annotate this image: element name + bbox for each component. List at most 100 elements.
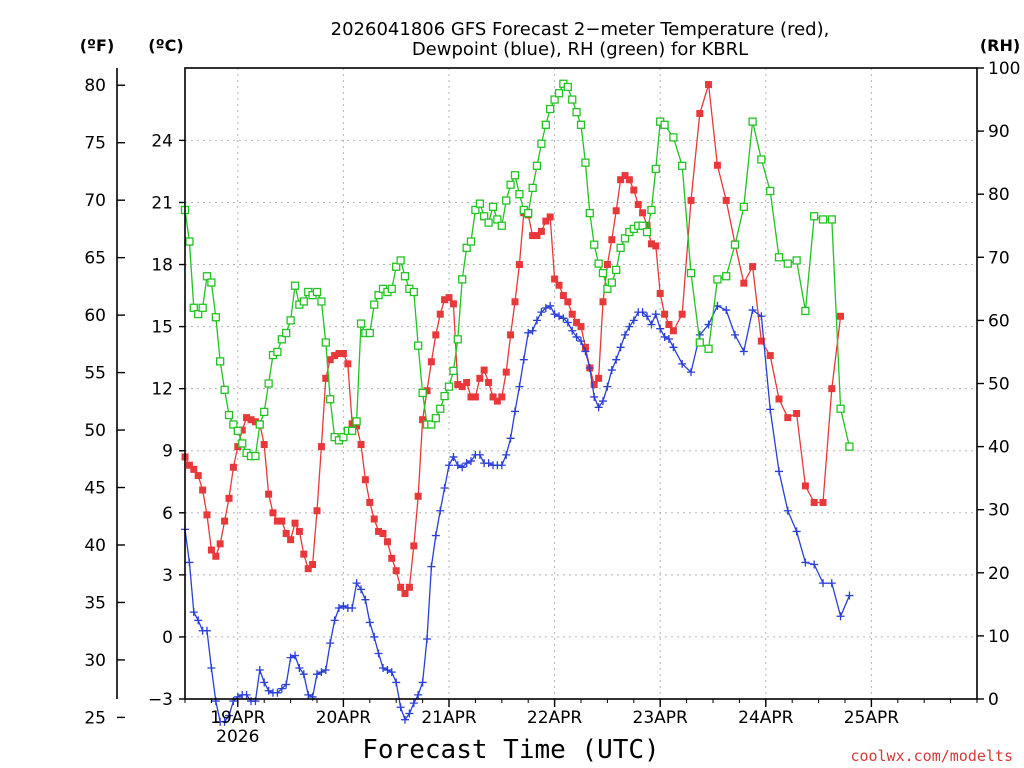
credit-link[interactable]: coolwx.com/modelts <box>850 747 1013 765</box>
x-axis-title: Forecast Time (UTC) <box>362 735 659 765</box>
dewpoint-point <box>532 316 541 325</box>
dewpoint-point <box>194 616 203 625</box>
rh-point <box>444 382 454 391</box>
fahrenheit-tick-label: 65 <box>84 249 106 269</box>
rh-tick-label: 30 <box>988 501 1010 521</box>
dewpoint-point <box>612 355 621 364</box>
temperature-point <box>665 321 673 329</box>
temperature-point <box>243 414 251 422</box>
rh-point <box>537 139 546 148</box>
celsius-tick-label: 12 <box>151 380 173 400</box>
rh-point <box>290 281 300 290</box>
rh-point <box>264 379 273 388</box>
temperature-point <box>273 517 281 525</box>
rh-point <box>255 420 264 429</box>
temperature-point <box>810 498 818 506</box>
temperature-point <box>291 519 299 527</box>
rh-point <box>541 120 550 129</box>
rh-point <box>678 161 687 170</box>
rh-point <box>818 215 828 224</box>
dewpoint-point <box>766 405 775 414</box>
rh-point <box>312 287 322 297</box>
rh-point <box>216 357 225 366</box>
temperature-point <box>784 414 792 422</box>
dewpoint-point <box>568 326 577 335</box>
temperature-point <box>322 374 330 382</box>
dewpoint-point <box>225 711 234 720</box>
celsius-tick-label: 9 <box>162 442 173 462</box>
temperature-point <box>775 395 783 403</box>
dewpoint-point <box>326 639 335 648</box>
temperature-point <box>722 196 730 204</box>
rh-point <box>506 180 515 189</box>
rh-point <box>449 366 458 376</box>
celsius-tick-label: 0 <box>162 628 173 648</box>
dewpoint-point <box>669 343 678 352</box>
rh-point <box>669 133 678 142</box>
temperature-point <box>696 110 704 118</box>
rh-point <box>282 328 291 338</box>
dewpoint-point <box>621 330 630 339</box>
rh-point <box>220 385 229 394</box>
x-tick-label: 23APR <box>633 708 689 728</box>
rh-point <box>409 287 418 297</box>
rh-point <box>396 256 405 265</box>
temperature-point <box>819 498 827 506</box>
temperature-point <box>485 378 493 386</box>
rh-point <box>233 426 242 435</box>
temperature-point <box>392 567 400 575</box>
dewpoint-point <box>383 666 392 675</box>
rh-point <box>321 338 330 347</box>
dewpoint-point <box>357 585 366 594</box>
dewpoint-point <box>581 347 590 356</box>
temperature-point <box>573 318 581 326</box>
temperature-point <box>221 517 229 525</box>
rh-point <box>774 253 784 262</box>
dewpoint-point <box>546 301 555 310</box>
rh-point <box>299 297 308 306</box>
temperature-point <box>269 509 277 517</box>
temperature-point <box>282 529 290 537</box>
rh-tick-label: 10 <box>988 627 1010 647</box>
dewpoint-point <box>304 690 313 699</box>
x-tick-label: 21APR <box>421 708 477 728</box>
rh-point <box>387 284 396 294</box>
temperature-point <box>595 374 603 382</box>
temperature-point <box>449 300 457 308</box>
dewpoint-point <box>502 450 511 459</box>
rh-point <box>515 190 524 199</box>
rh-point <box>651 164 660 174</box>
rh-tick-label: 80 <box>988 185 1010 205</box>
temperature-point <box>370 515 378 523</box>
x-tick-label: 20APR <box>316 708 372 728</box>
dewpoint-point <box>625 322 634 331</box>
dewpoint-point <box>563 318 572 327</box>
temperature-point <box>669 327 677 335</box>
temperature-point <box>489 393 497 401</box>
temperature-point <box>379 529 387 537</box>
rh-point <box>616 243 625 252</box>
rh-point <box>251 451 260 461</box>
dewpoint-point <box>810 560 819 569</box>
dewpoint-point <box>757 312 766 321</box>
dewpoint-point <box>400 715 409 724</box>
celsius-tick-label: −3 <box>148 690 173 710</box>
dewpoint-point <box>352 579 361 588</box>
rh-point <box>546 104 555 114</box>
rh-unit-label: (RH) <box>980 36 1020 55</box>
rh-point <box>480 212 489 221</box>
dewpoint-point <box>537 308 546 317</box>
temperature-point <box>555 281 563 289</box>
dewpoint-point <box>440 483 449 492</box>
temperature-point <box>309 561 317 569</box>
temperature-point <box>383 538 391 546</box>
temperature-point <box>445 294 453 302</box>
temperature-point <box>397 583 405 591</box>
temperature-point <box>216 540 224 548</box>
dewpoint-point <box>321 666 330 675</box>
celsius-tick-label: 15 <box>151 318 173 338</box>
temperature-point <box>287 536 295 544</box>
rh-point <box>370 300 379 309</box>
rh-point <box>585 208 594 218</box>
temperature-point <box>542 217 550 225</box>
